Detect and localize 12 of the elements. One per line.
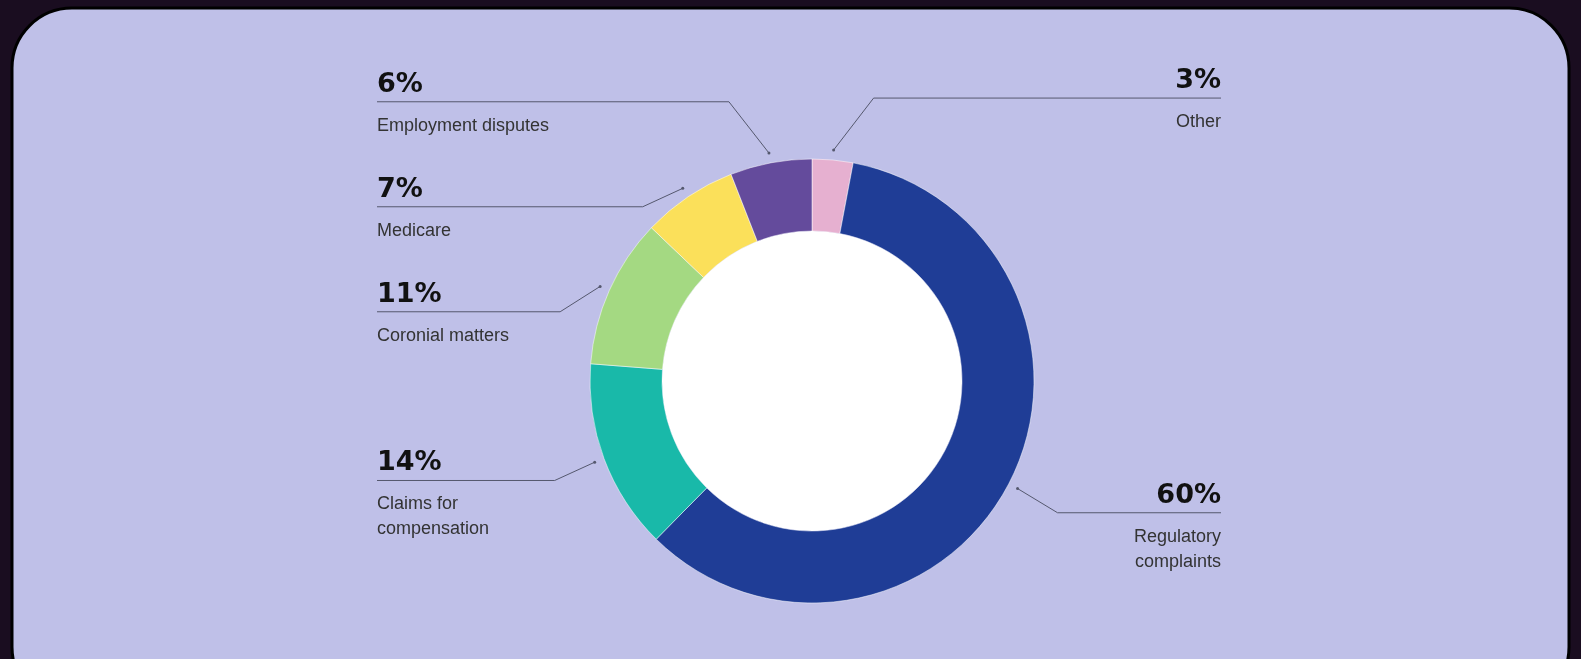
slice-label: Medicare <box>377 219 452 240</box>
slice-label: Claims for compensation <box>377 493 490 539</box>
slice-label: Coronial matters <box>377 324 510 345</box>
slice-label: Employment disputes <box>377 114 550 135</box>
data-label: 3% <box>1175 63 1221 95</box>
data-label: 7% <box>377 171 423 203</box>
data-label: 6% <box>377 66 423 98</box>
data-label: 11% <box>377 276 442 308</box>
data-label: 14% <box>377 445 442 477</box>
slice-label: Other <box>1175 111 1221 132</box>
slice-label: Regulatory complaints <box>1133 525 1221 571</box>
data-label: 60% <box>1156 477 1221 509</box>
